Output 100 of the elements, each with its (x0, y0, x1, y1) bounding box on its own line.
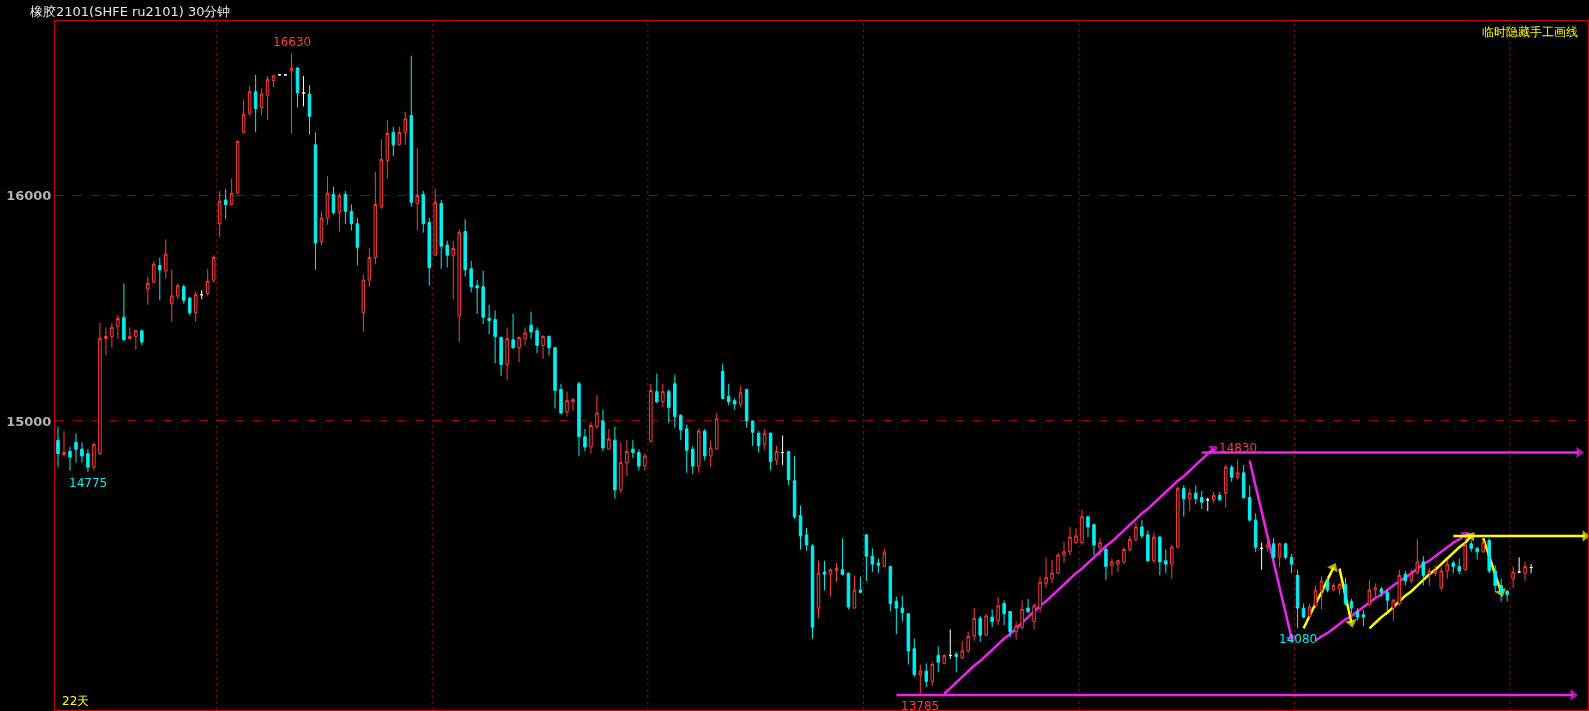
candlestick (1152, 532, 1156, 564)
annotation: 临时隐藏手工画线 (1482, 25, 1578, 39)
candlestick (571, 397, 575, 412)
candlestick (367, 247, 372, 288)
candlestick (1259, 542, 1264, 571)
candlestick (217, 190, 222, 238)
candlestick (397, 126, 402, 147)
candlestick (1044, 556, 1048, 589)
candlestick (74, 432, 78, 464)
candlestick (1026, 598, 1030, 615)
candlestick (966, 631, 970, 654)
candlestick (732, 397, 737, 411)
candlestick (385, 119, 390, 180)
candlestick (619, 441, 623, 494)
candlestick (1146, 529, 1150, 563)
candlestick (768, 431, 773, 472)
candlestick (1002, 599, 1006, 626)
candlestick (673, 374, 677, 429)
candlestick (68, 446, 72, 472)
candlestick (517, 335, 521, 363)
candlestick (1128, 535, 1132, 553)
candlestick (1391, 598, 1396, 621)
candlestick (403, 111, 408, 146)
candlestick (505, 326, 509, 381)
candlestick (834, 562, 839, 583)
candlestick (1229, 464, 1234, 483)
candlestick (445, 240, 449, 269)
candlestick (1517, 556, 1521, 574)
candlestick (822, 560, 827, 591)
candlestick (1451, 560, 1456, 574)
candlestick (583, 428, 587, 452)
candlestick (1319, 576, 1324, 610)
candlestick (181, 284, 186, 305)
candlestick (1020, 599, 1024, 631)
annotation: 16630 (273, 35, 312, 49)
candlestick (870, 547, 875, 573)
candlestick (1170, 544, 1174, 580)
candlestick (409, 55, 414, 208)
candlestick (1092, 523, 1096, 556)
candlestick (984, 613, 988, 637)
candlestick (265, 75, 270, 121)
candlestick (493, 309, 497, 364)
candlestick (1523, 561, 1527, 582)
candlestick (744, 388, 749, 429)
candlestick (1361, 609, 1366, 627)
candlestick (565, 391, 569, 417)
candlestick (750, 420, 755, 447)
candlestick (421, 190, 426, 234)
candlestick (1325, 576, 1330, 593)
candlestick (661, 383, 665, 408)
candlestick (523, 326, 527, 346)
candlestick (631, 439, 635, 459)
candlestick (1253, 512, 1258, 553)
candlestick (595, 394, 599, 430)
candlestick (960, 640, 964, 660)
candlestick (361, 273, 366, 333)
candlestick (942, 653, 947, 665)
candlestick (1307, 603, 1312, 619)
candlestick (1008, 610, 1012, 638)
candlestick (229, 178, 234, 207)
candlestick (738, 385, 743, 408)
candlestick (1433, 564, 1438, 578)
candlestick (625, 439, 629, 477)
candlestick (1032, 603, 1036, 631)
candlestick (1295, 569, 1300, 629)
candlestick (349, 204, 354, 231)
candlestick (679, 413, 683, 441)
candlestick (1355, 607, 1360, 621)
candlestick (1110, 557, 1114, 576)
candlestick (1511, 565, 1515, 589)
candlestick (888, 565, 893, 612)
candlestick (1265, 537, 1270, 553)
candlestick (643, 453, 647, 472)
candlestick (607, 428, 611, 450)
candlestick (894, 596, 899, 635)
candlestick (577, 381, 581, 457)
candlestick (1409, 569, 1414, 584)
candlestick (655, 373, 659, 404)
candlestick (247, 85, 252, 116)
candlestick (1122, 546, 1126, 565)
candlestick (864, 534, 869, 582)
candlestick (918, 663, 923, 696)
annotation: 22天 (62, 694, 90, 708)
candlestick (1427, 567, 1432, 587)
candlestick (1164, 548, 1168, 574)
candlestick (798, 505, 803, 550)
candlestick (343, 190, 348, 225)
candlestick (667, 388, 671, 424)
candlestick (80, 441, 84, 464)
candlestick (1211, 491, 1216, 504)
candlestick (193, 290, 198, 323)
candlestick (1068, 526, 1072, 556)
candlestick (104, 326, 108, 357)
candlestick (996, 596, 1000, 626)
candlestick (1289, 553, 1294, 574)
candlestick (1098, 537, 1102, 557)
candlestick (301, 75, 306, 107)
candlestick (205, 268, 210, 297)
candlestick (1176, 485, 1180, 549)
candlestick (1469, 539, 1473, 553)
